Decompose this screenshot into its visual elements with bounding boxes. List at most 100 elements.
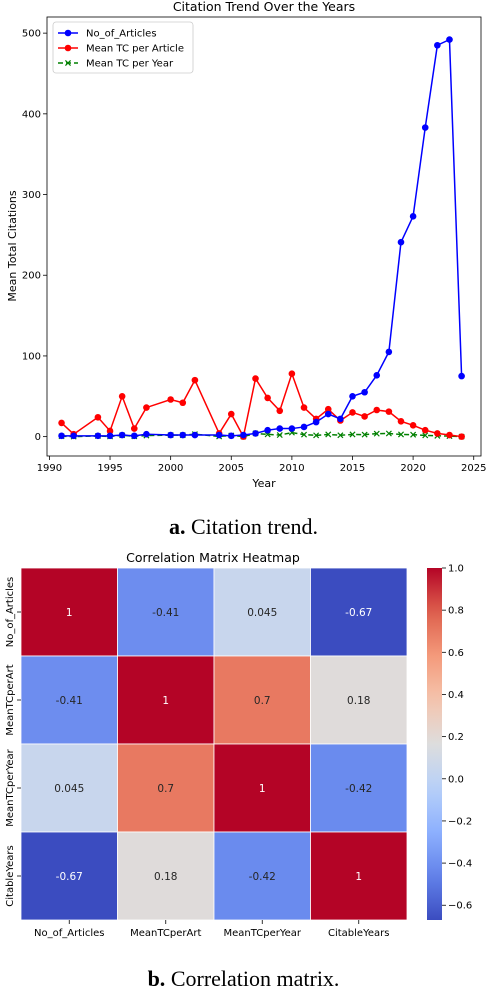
data-point-1 <box>227 410 235 418</box>
data-point-1 <box>446 431 453 439</box>
correlation-heatmap-chart: Correlation Matrix Heatmap 1 -0.41 0.045 -0… <box>5 550 472 939</box>
data-point-1 <box>106 427 114 435</box>
data-point-1 <box>276 407 284 415</box>
chart-a-legend: No_of_Articles Mean TC per Article Mean TC… <box>52 21 194 74</box>
heatmap-cell-label: -0.67 <box>56 871 83 883</box>
data-point-0 <box>288 425 296 432</box>
heatmap-col-label: MeanTCperYear <box>223 928 301 939</box>
colorbar-tick-label: 0.2 <box>448 732 464 743</box>
legend-marker <box>64 59 72 67</box>
data-point-0 <box>349 392 356 400</box>
data-point-2 <box>385 430 392 437</box>
chart-a-plot-frame <box>46 16 482 457</box>
legend-frame <box>52 21 194 74</box>
data-point-0 <box>106 432 114 440</box>
caption-a: a. Citation trend. <box>0 514 487 540</box>
x-tick-label: 2010 <box>279 463 304 474</box>
data-point-2 <box>276 431 283 439</box>
data-point-0 <box>312 418 320 426</box>
data-point-0 <box>167 431 174 439</box>
data-point-1 <box>458 433 465 440</box>
heatmap-row-label: MeanTCperYear <box>5 748 16 826</box>
data-point-2 <box>313 432 320 439</box>
heatmap-cell-label: -0.42 <box>345 783 372 795</box>
data-point-0 <box>373 372 381 379</box>
data-point-1 <box>373 406 381 414</box>
data-point-2 <box>410 431 417 438</box>
data-point-0 <box>70 432 77 440</box>
colorbar-tick-label: 0.8 <box>448 606 464 617</box>
heatmap-cell <box>20 831 118 921</box>
caption-b-text: Correlation matrix. <box>170 966 340 991</box>
data-point-1 <box>264 394 271 402</box>
data-point-2 <box>325 431 332 438</box>
x-tick-label: 2005 <box>219 463 244 474</box>
heatmap-cell-label: -0.41 <box>56 695 83 707</box>
data-point-1 <box>118 392 126 400</box>
x-marker-stroke <box>313 432 320 439</box>
chart-b-title: Correlation Matrix Heatmap <box>126 550 300 565</box>
legend-marker <box>64 44 72 52</box>
heatmap-cell <box>310 567 408 657</box>
data-point-1 <box>288 370 296 377</box>
data-point-0 <box>385 348 393 356</box>
x-marker-stroke <box>300 431 308 438</box>
heatmap-col-label: MeanTCperArt <box>130 928 201 939</box>
data-point-2 <box>373 430 380 437</box>
data-point-0 <box>118 431 126 439</box>
colorbar-tick-label: 0.4 <box>448 690 464 701</box>
data-point-0 <box>458 372 465 380</box>
data-point-1 <box>409 422 417 429</box>
chart-a-ylabel: Mean Total Citations <box>6 190 19 302</box>
data-point-0 <box>130 432 138 440</box>
x-marker-stroke <box>385 430 392 437</box>
data-point-1 <box>143 404 150 411</box>
heatmap-cell-label: 0.18 <box>154 871 177 883</box>
data-point-1 <box>167 396 174 403</box>
heatmap-cell-label: -0.42 <box>249 871 276 883</box>
x-marker-stroke <box>325 431 332 438</box>
data-point-2 <box>397 431 405 438</box>
data-point-0 <box>446 36 453 43</box>
data-point-1 <box>130 425 138 432</box>
colorbar-tick-label: −0.4 <box>448 859 472 870</box>
data-point-1 <box>434 430 441 437</box>
heatmap-cell-label: 0.7 <box>157 783 174 795</box>
heatmap-cell-label: 1 <box>355 871 362 883</box>
data-point-1 <box>361 413 368 420</box>
data-point-2 <box>337 432 344 439</box>
data-point-0 <box>337 415 344 423</box>
data-point-2 <box>349 431 356 438</box>
data-point-0 <box>143 430 150 438</box>
data-point-1 <box>421 426 429 434</box>
x-marker-stroke <box>397 431 405 438</box>
heatmap-cell-label: 1 <box>259 783 266 795</box>
heatmap-cell <box>310 831 408 921</box>
data-point-0 <box>227 432 235 440</box>
data-point-2 <box>300 431 308 438</box>
legend-marker <box>64 29 72 37</box>
x-marker-stroke <box>410 431 417 438</box>
heatmap-row-label: MeanTCperArt <box>5 664 16 735</box>
heatmap-cell <box>117 831 215 921</box>
heatmap-cell <box>213 655 311 745</box>
legend-label: No_of_Articles <box>86 29 157 40</box>
x-marker-stroke <box>422 432 429 439</box>
data-point-1 <box>349 409 356 416</box>
x-marker-stroke <box>361 431 368 438</box>
data-point-0 <box>300 423 308 431</box>
data-point-0 <box>191 431 199 439</box>
x-marker-stroke <box>337 432 344 439</box>
citation-trend-chart: Citation Trend Over the Years Year Mean … <box>6 0 486 490</box>
colorbar <box>427 568 442 920</box>
x-tick-label: 2020 <box>400 463 425 474</box>
colorbar-tick-label: 0.6 <box>448 648 464 659</box>
colorbar-tick-label: 1.0 <box>448 564 464 575</box>
data-point-0 <box>240 431 247 439</box>
data-point-1 <box>385 408 393 415</box>
x-marker-stroke <box>349 431 356 438</box>
y-tick-label: 100 <box>22 351 41 362</box>
data-point-1 <box>397 417 405 425</box>
heatmap-cell-label: 0.7 <box>254 695 271 707</box>
data-point-0 <box>179 431 187 439</box>
